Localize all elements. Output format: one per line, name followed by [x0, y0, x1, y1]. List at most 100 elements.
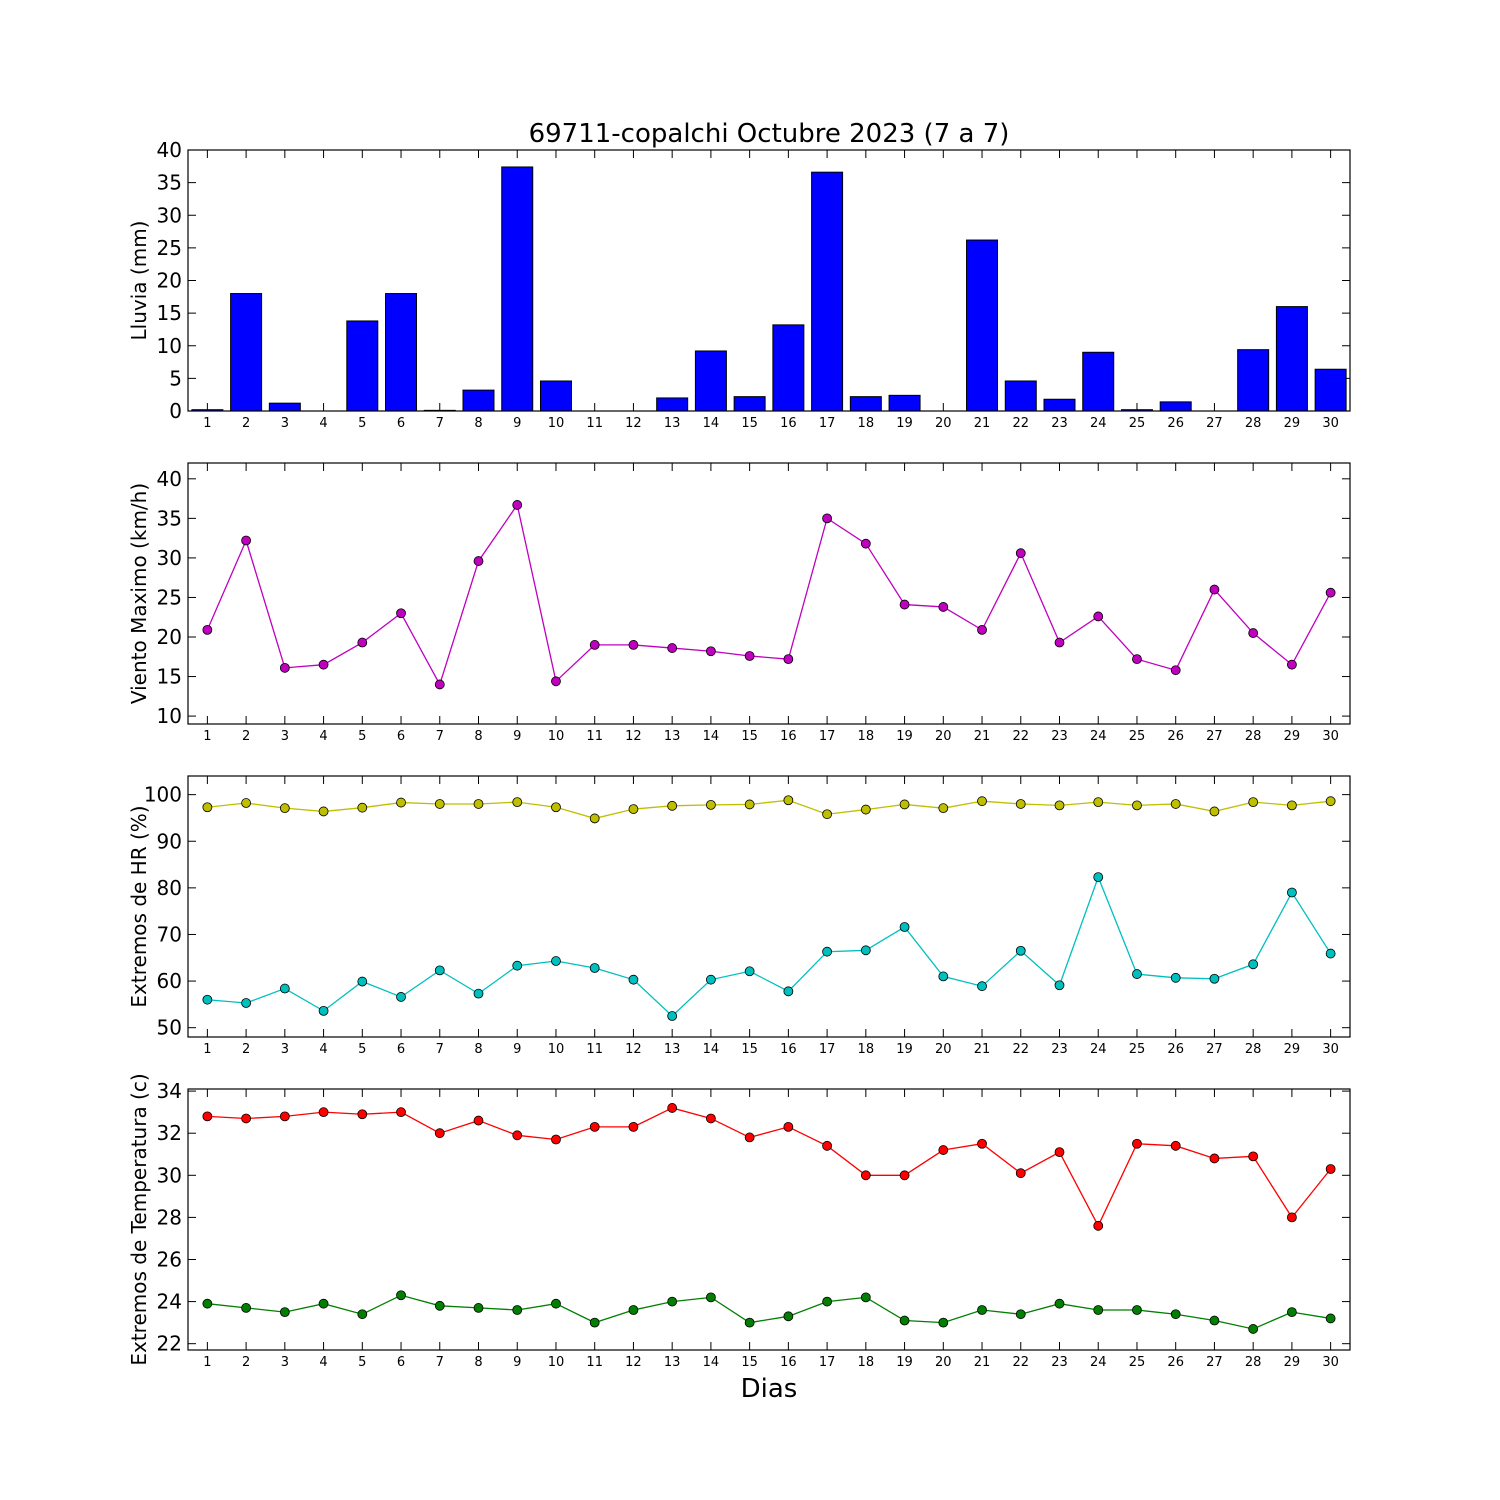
x-tick-label: 13: [664, 1042, 681, 1057]
x-tick-label: 21: [974, 416, 991, 431]
y-tick-label: 26: [157, 1247, 182, 1271]
y-tick-label: 28: [157, 1205, 182, 1229]
y-axis-label: Viento Maximo (km/h): [127, 483, 151, 704]
x-tick-label: 24: [1090, 1355, 1107, 1370]
x-tick-label: 25: [1129, 729, 1146, 744]
x-tick-label: 14: [703, 1355, 720, 1370]
series-1-point-day-23: [1054, 1147, 1065, 1158]
x-tick-label: 6: [397, 416, 405, 431]
series-1-point-day-26: [1170, 1140, 1181, 1151]
x-tick-label: 23: [1051, 1042, 1068, 1057]
x-tick-label: 25: [1129, 1355, 1146, 1370]
series-1-point-day-27: [1209, 806, 1220, 817]
plot-frame: [187, 775, 1351, 1038]
y-tick-label: 5: [169, 366, 182, 390]
series-1-point-day-20: [938, 803, 949, 814]
y-tick-label: 32: [157, 1121, 182, 1145]
series-1-point-day-25: [1132, 654, 1142, 665]
rain-bar-day-15: [733, 396, 766, 412]
series-2-point-day-30: [1325, 1313, 1336, 1324]
series-1-point-day-9: [512, 500, 523, 510]
x-tick-label: 20: [935, 1042, 952, 1057]
x-tick-label: 21: [974, 729, 991, 744]
series-1-point-day-7: [434, 799, 445, 809]
rain-bar-day-5: [346, 320, 379, 412]
series-1-point-day-13: [667, 1103, 678, 1113]
x-tick-label: 13: [664, 729, 681, 744]
series-1-point-day-19: [899, 799, 910, 810]
x-tick-label: 7: [436, 1042, 444, 1057]
x-tick-label: 5: [358, 416, 366, 431]
plot-frame: [187, 462, 1351, 725]
x-tick-label: 14: [703, 416, 720, 431]
x-tick-label: 10: [548, 1042, 565, 1057]
y-tick-label: 15: [157, 665, 182, 689]
series-line-1: [207, 799, 1331, 820]
series-2-point-day-2: [241, 998, 252, 1008]
series-1-point-day-25: [1132, 1138, 1142, 1149]
x-tick-label: 18: [858, 1355, 875, 1370]
series-1-point-day-11: [589, 813, 600, 824]
rain-bar-day-2: [230, 293, 263, 412]
series-2-point-day-8: [473, 988, 484, 999]
series-1-point-day-5: [357, 802, 368, 813]
x-tick-label: 2: [242, 416, 250, 431]
y-tick-label: 40: [157, 467, 182, 491]
x-tick-label: 11: [586, 1042, 603, 1057]
x-tick-label: 13: [664, 416, 681, 431]
series-1-point-day-27: [1209, 1153, 1220, 1164]
x-tick-label: 11: [586, 416, 603, 431]
series-1-point-day-10: [551, 1134, 561, 1145]
series-2-point-day-5: [357, 976, 368, 987]
x-tick-label: 5: [358, 1355, 366, 1370]
series-1-point-day-12: [628, 640, 639, 650]
series-1-point-day-13: [667, 643, 678, 653]
series-1-point-day-4: [318, 1107, 329, 1118]
series-1-point-day-12: [628, 1121, 639, 1132]
x-tick-label: 29: [1284, 729, 1301, 744]
x-tick-label: 4: [319, 1355, 327, 1370]
series-1-point-day-23: [1054, 637, 1065, 648]
x-tick-label: 22: [1012, 1355, 1029, 1370]
series-1-point-day-17: [822, 1140, 832, 1151]
series-1-point-day-20: [938, 602, 949, 612]
series-2-point-day-16: [783, 1311, 794, 1322]
rain-bar-day-3: [268, 402, 301, 412]
x-tick-label: 1: [203, 1355, 211, 1370]
series-1-point-day-19: [899, 1170, 910, 1181]
y-tick-label: 0: [169, 399, 182, 423]
rain-bar-day-17: [811, 171, 844, 412]
series-1-point-day-2: [241, 1113, 252, 1124]
x-tick-label: 18: [858, 416, 875, 431]
rain-bar-day-24: [1082, 351, 1115, 412]
y-tick-label: 22: [157, 1332, 182, 1356]
x-tick-label: 22: [1012, 729, 1029, 744]
x-tick-label: 16: [780, 1355, 797, 1370]
series-2-point-day-15: [744, 1317, 755, 1328]
y-tick-label: 90: [157, 829, 182, 853]
series-1-point-day-17: [822, 809, 832, 820]
series-1-point-day-5: [357, 1109, 368, 1120]
x-tick-label: 5: [358, 1042, 366, 1057]
series-1-point-day-15: [744, 651, 755, 661]
series-2-point-day-16: [783, 986, 794, 997]
x-tick-label: 14: [703, 1042, 720, 1057]
series-1-point-day-2: [241, 798, 252, 808]
y-tick-label: 24: [157, 1290, 182, 1314]
series-1-point-day-6: [396, 1107, 406, 1118]
x-tick-label: 20: [935, 1355, 952, 1370]
series-2-point-day-21: [977, 981, 987, 992]
y-tick-label: 80: [157, 876, 182, 900]
x-tick-label: 26: [1167, 1042, 1184, 1057]
series-1-point-day-10: [551, 802, 561, 813]
x-tick-label: 9: [513, 729, 521, 744]
x-tick-label: 2: [242, 729, 250, 744]
series-1-point-day-19: [899, 599, 910, 610]
y-axis-label: Lluvia (mm): [127, 221, 151, 341]
y-tick-label: 50: [157, 1016, 182, 1040]
plot-frame: [187, 149, 1351, 412]
series-1-point-day-9: [512, 1130, 523, 1141]
series-2-point-day-6: [396, 992, 406, 1002]
